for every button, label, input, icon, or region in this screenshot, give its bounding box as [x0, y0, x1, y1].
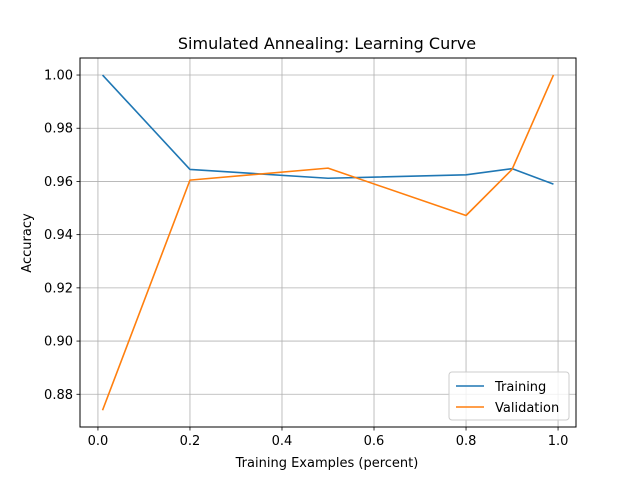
- legend-box: [448, 371, 570, 421]
- x-tick-label: 0.4: [272, 434, 293, 449]
- series-line-validation: [101, 74, 555, 411]
- y-tick-label: 0.90: [44, 335, 73, 350]
- y-axis-ticks: 0.88 0.90 0.92 0.94 0.96 0.98 1.00: [44, 69, 80, 403]
- y-tick-label: 0.88: [44, 388, 73, 403]
- x-tick-label: 0.8: [456, 434, 477, 449]
- x-tick-label: 1.0: [548, 434, 569, 449]
- y-tick-label: 1.00: [44, 69, 73, 84]
- series-lines: [101, 74, 555, 411]
- legend-label-training: Training: [494, 380, 546, 395]
- y-tick-label: 0.98: [44, 122, 73, 137]
- x-axis-ticks: 0.0 0.2 0.4 0.6 0.8 1.0: [88, 427, 569, 449]
- series-line-training: [101, 74, 554, 185]
- legend: Training Validation: [448, 371, 570, 421]
- grid: [80, 58, 576, 427]
- x-tick-label: 0.2: [180, 434, 201, 449]
- legend-label-validation: Validation: [495, 401, 559, 416]
- x-tick-label: 0.0: [88, 434, 109, 449]
- y-tick-label: 0.94: [44, 228, 73, 243]
- x-tick-label: 0.6: [364, 434, 385, 449]
- y-tick-label: 0.96: [44, 175, 73, 190]
- plot-frame: [79, 57, 577, 428]
- chart-title: Simulated Annealing: Learning Curve: [178, 34, 476, 53]
- y-tick-label: 0.92: [44, 281, 73, 296]
- x-axis-label: Training Examples (percent): [235, 456, 419, 471]
- y-axis-label: Accuracy: [20, 213, 35, 273]
